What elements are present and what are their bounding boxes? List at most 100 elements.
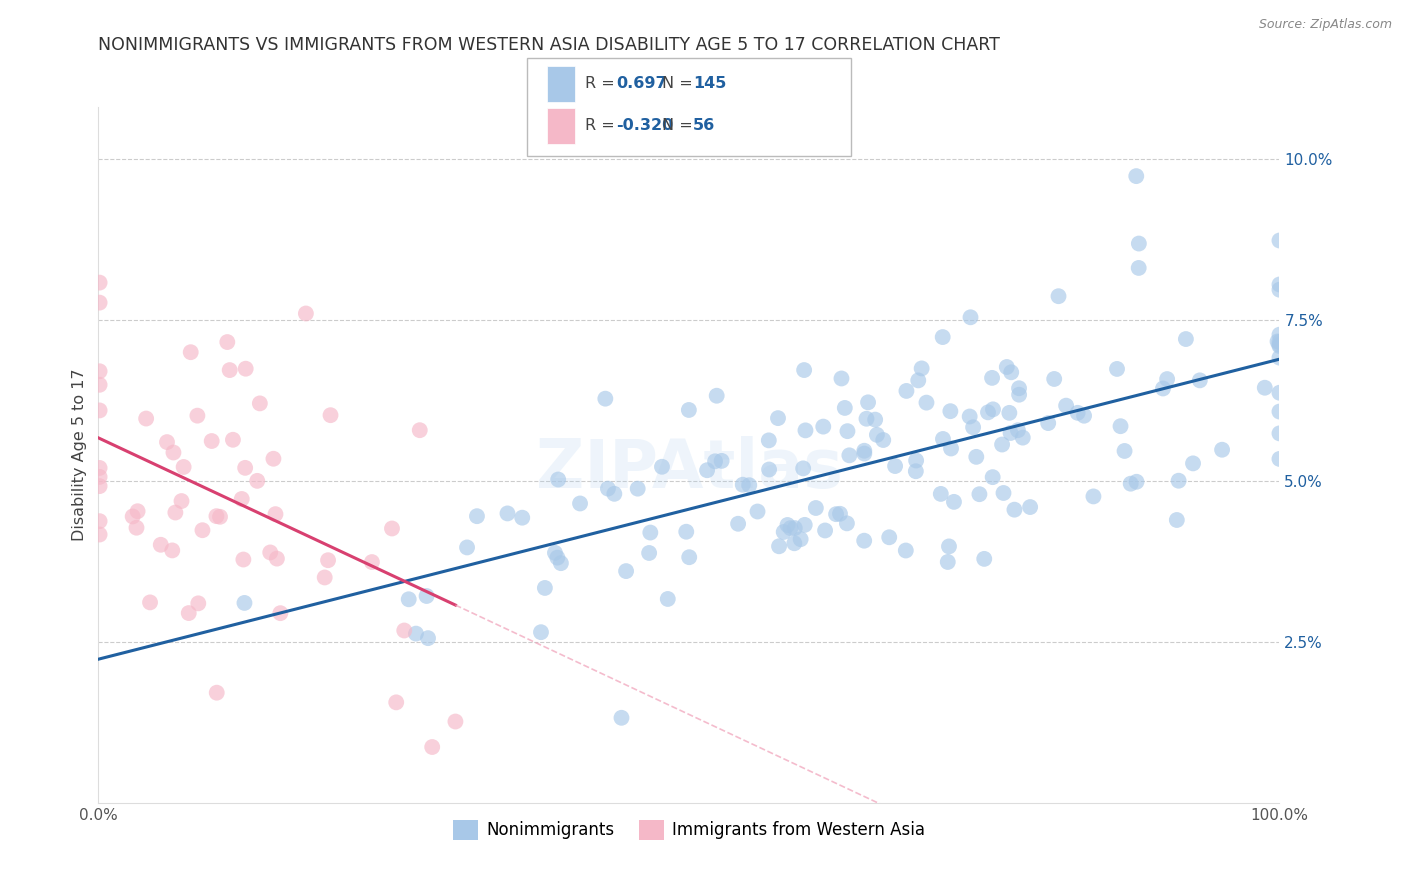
Point <box>191 523 214 537</box>
Point <box>89 364 111 378</box>
Point <box>595 392 617 406</box>
Point <box>177 606 200 620</box>
Point <box>704 454 727 468</box>
Point <box>998 406 1021 420</box>
Point <box>89 403 111 417</box>
Text: 56: 56 <box>693 119 716 133</box>
Point <box>959 310 981 325</box>
Point <box>794 423 817 437</box>
Point <box>872 433 894 447</box>
Point <box>186 409 208 423</box>
Point <box>89 276 111 290</box>
Point <box>856 395 879 409</box>
Point <box>1128 236 1150 251</box>
Point <box>544 546 567 560</box>
Point <box>139 595 162 609</box>
Point <box>973 552 995 566</box>
Point <box>246 474 269 488</box>
Point <box>1128 260 1150 275</box>
Point <box>1268 337 1291 351</box>
Point <box>235 361 257 376</box>
Point <box>710 454 733 468</box>
Point <box>135 411 157 425</box>
Point <box>731 477 754 491</box>
Point <box>496 507 519 521</box>
Point <box>696 463 718 477</box>
Point <box>783 521 806 535</box>
Text: N =: N = <box>662 119 699 133</box>
Point <box>959 409 981 424</box>
Point <box>758 462 780 476</box>
Point <box>614 564 637 578</box>
Point <box>547 473 569 487</box>
Point <box>884 458 907 473</box>
Point <box>738 478 761 492</box>
Point <box>259 545 281 559</box>
Point <box>1211 442 1233 457</box>
Text: N =: N = <box>662 77 699 91</box>
Point <box>232 552 254 566</box>
Point <box>222 433 245 447</box>
Point <box>1105 362 1128 376</box>
Point <box>804 501 827 516</box>
Point <box>1268 385 1291 400</box>
Point <box>1008 387 1031 401</box>
Point <box>121 509 143 524</box>
Point <box>905 453 928 467</box>
Point <box>678 550 700 565</box>
Text: 0.697: 0.697 <box>616 77 666 91</box>
Point <box>398 592 420 607</box>
Point <box>855 411 877 425</box>
Point <box>938 540 960 554</box>
Point <box>813 419 835 434</box>
Point <box>89 514 111 528</box>
Point <box>1167 474 1189 488</box>
Point <box>314 570 336 584</box>
Point <box>758 434 780 448</box>
Text: Source: ZipAtlas.com: Source: ZipAtlas.com <box>1258 18 1392 31</box>
Point <box>1268 283 1291 297</box>
Point <box>596 482 619 496</box>
Point <box>904 464 927 478</box>
Point <box>264 507 287 521</box>
Point <box>208 509 231 524</box>
Point <box>929 487 952 501</box>
Point <box>262 451 284 466</box>
Point <box>295 306 318 320</box>
Point <box>853 446 876 460</box>
Point <box>969 487 991 501</box>
Point <box>776 518 799 533</box>
Point <box>1268 334 1291 349</box>
Text: NONIMMIGRANTS VS IMMIGRANTS FROM WESTERN ASIA DISABILITY AGE 5 TO 17 CORRELATION: NONIMMIGRANTS VS IMMIGRANTS FROM WESTERN… <box>98 36 1000 54</box>
Point <box>444 714 467 729</box>
Point <box>201 434 224 448</box>
Point <box>420 739 443 754</box>
Point <box>828 507 851 521</box>
Point <box>995 359 1018 374</box>
Point <box>1268 327 1291 342</box>
Point <box>894 543 917 558</box>
Point <box>1083 490 1105 504</box>
Point <box>89 295 111 310</box>
Point <box>766 411 789 425</box>
Point <box>1152 382 1174 396</box>
Point <box>319 408 342 422</box>
Point <box>932 432 955 446</box>
Point <box>1000 425 1022 440</box>
Point <box>550 556 572 570</box>
Point <box>231 491 253 506</box>
Point <box>1125 475 1147 489</box>
Point <box>162 445 184 459</box>
Point <box>838 448 860 462</box>
Point <box>779 521 801 535</box>
Point <box>640 525 662 540</box>
Point <box>187 596 209 610</box>
Point <box>233 596 256 610</box>
Point <box>162 543 184 558</box>
Point <box>853 443 876 458</box>
Point <box>981 402 1004 417</box>
Point <box>747 504 769 518</box>
Point <box>381 521 404 535</box>
Point <box>825 507 848 521</box>
Point <box>125 521 148 535</box>
